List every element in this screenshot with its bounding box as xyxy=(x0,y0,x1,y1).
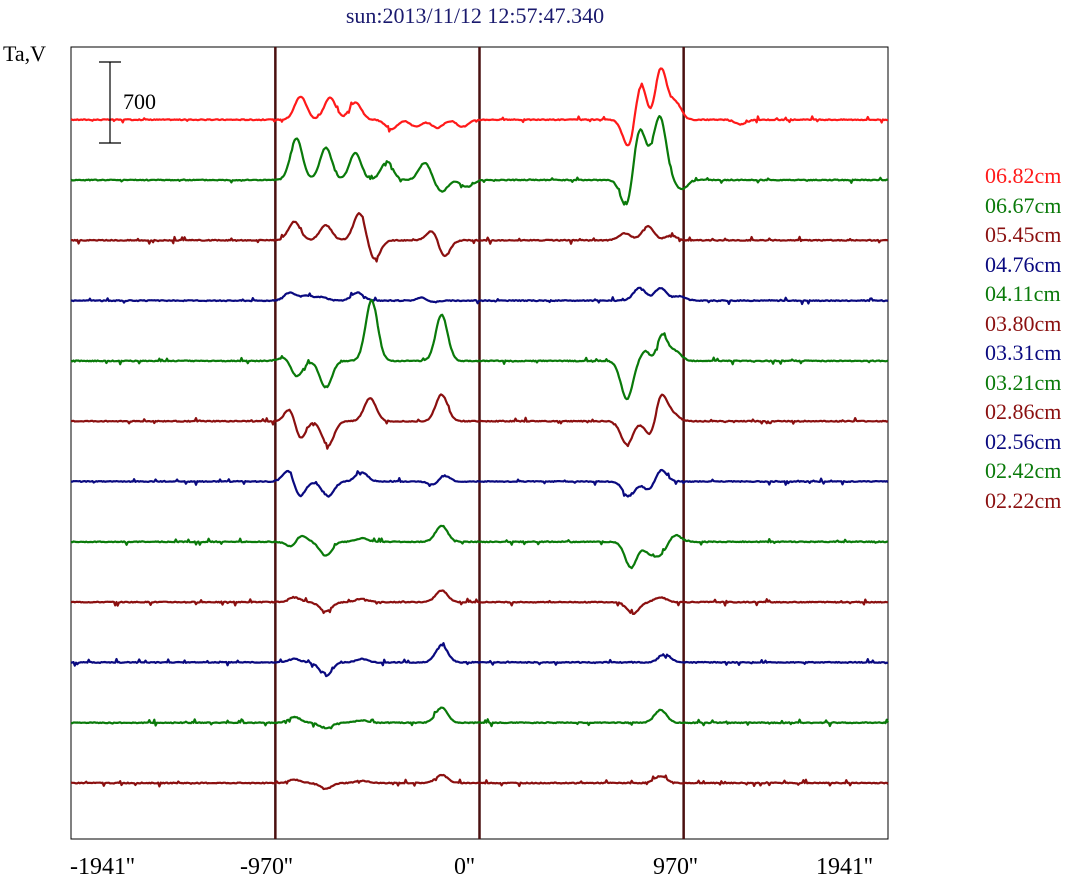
trace-03-80cm xyxy=(70,393,889,450)
trace-group xyxy=(70,67,889,791)
legend-item: 03.21cm xyxy=(985,369,1062,395)
x-tick-label: 970'' xyxy=(653,854,698,880)
x-tick-label: -1941'' xyxy=(70,854,135,880)
trace-03-21cm xyxy=(70,524,889,570)
trace-05-45cm xyxy=(71,212,889,263)
legend-item: 05.45cm xyxy=(985,222,1062,247)
y-axis-label: Ta,V xyxy=(3,41,47,66)
trace-03-31cm xyxy=(71,468,889,498)
vertical-reference-lines xyxy=(274,47,685,839)
legend-item: 02.42cm xyxy=(985,458,1062,483)
trace-02-22cm xyxy=(70,773,889,791)
x-tick-label: 1941'' xyxy=(816,854,873,880)
chart-title-text: sun:2013/11/12 12:57:47.340 xyxy=(345,3,605,28)
trace-06-67cm xyxy=(70,114,889,206)
legend-item: 03.80cm xyxy=(985,310,1062,336)
legend-item: 04.76cm xyxy=(985,251,1062,277)
chart-title: sun:2013/11/12 12:57:47.340 xyxy=(0,3,1086,29)
legend-item: 02.56cm xyxy=(985,428,1062,454)
trace-02-42cm xyxy=(71,706,889,730)
legend-item: 06.67cm xyxy=(985,192,1062,218)
x-tick-label: -970'' xyxy=(240,854,293,880)
trace-06-82cm xyxy=(70,67,889,147)
x-tick-label: 0'' xyxy=(454,854,475,880)
scale-bar: 700 xyxy=(99,61,156,144)
legend-item: 02.22cm xyxy=(985,487,1062,513)
trace-04-76cm xyxy=(70,286,889,306)
trace-02-56cm xyxy=(70,642,889,678)
legend-item: 02.86cm xyxy=(985,399,1062,424)
legend-item: 03.31cm xyxy=(985,340,1062,365)
trace-02-86cm xyxy=(70,589,888,616)
legend-item: 06.82cm xyxy=(985,163,1062,188)
trace-04-11cm xyxy=(70,298,889,401)
scale-bar-label: 700 xyxy=(123,89,156,114)
legend-item: 04.11cm xyxy=(985,281,1061,306)
